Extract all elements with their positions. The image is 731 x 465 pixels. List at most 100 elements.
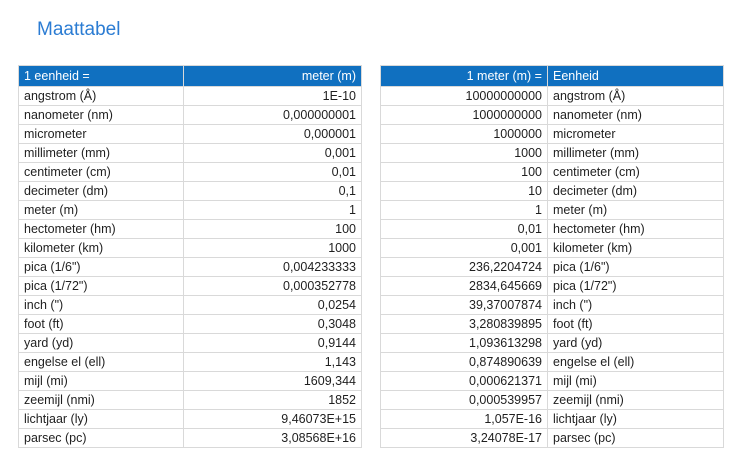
table-row: 3,280839895 foot (ft): [380, 314, 724, 334]
meter-value-cell: 1000000000: [380, 105, 548, 125]
meter-value-cell: 0,874890639: [380, 352, 548, 372]
table-row: meter (m) 1: [18, 200, 362, 220]
unit-name-cell: inch ("): [18, 295, 184, 315]
meter-value-cell: 0,000539957: [380, 390, 548, 410]
column-header-meter: meter (m): [183, 65, 362, 87]
table-row: hectometer (hm) 100: [18, 219, 362, 239]
meter-value-cell: 1852: [183, 390, 362, 410]
meter-value-cell: 1,093613298: [380, 333, 548, 353]
table-row: inch (") 0,0254: [18, 295, 362, 315]
unit-name-cell: lichtjaar (ly): [547, 409, 724, 429]
table-row: mijl (mi) 1609,344: [18, 371, 362, 391]
table-row: 10000000000 angstrom (Å): [380, 86, 724, 106]
page-title: Maattabel: [37, 19, 121, 40]
table-row: 0,001 kilometer (km): [380, 238, 724, 258]
unit-to-meter-table: 1 eenheid = meter (m) angstrom (Å) 1E-10 n…: [18, 65, 362, 448]
table-row: 3,24078E-17 parsec (pc): [380, 428, 724, 448]
table-row: 0,01 hectometer (hm): [380, 219, 724, 239]
meter-value-cell: 1609,344: [183, 371, 362, 391]
unit-name-cell: parsec (pc): [18, 428, 184, 448]
table-row: millimeter (mm) 0,001: [18, 143, 362, 163]
unit-name-cell: kilometer (km): [547, 238, 724, 258]
meter-value-cell: 0,000000001: [183, 105, 362, 125]
table-row: zeemijl (nmi) 1852: [18, 390, 362, 410]
table-row: parsec (pc) 3,08568E+16: [18, 428, 362, 448]
table-row: 0,000539957 zeemijl (nmi): [380, 390, 724, 410]
meter-value-cell: 0,000621371: [380, 371, 548, 391]
unit-name-cell: hectometer (hm): [547, 219, 724, 239]
meter-value-cell: 0,1: [183, 181, 362, 201]
unit-name-cell: foot (ft): [547, 314, 724, 334]
meter-value-cell: 3,08568E+16: [183, 428, 362, 448]
meter-value-cell: 0,004233333: [183, 257, 362, 277]
table-row: 1000000 micrometer: [380, 124, 724, 144]
table-row: 1,057E-16 lichtjaar (ly): [380, 409, 724, 429]
unit-name-cell: foot (ft): [18, 314, 184, 334]
table-row: 10 decimeter (dm): [380, 181, 724, 201]
unit-name-cell: pica (1/72"): [18, 276, 184, 296]
table-row: lichtjaar (ly) 9,46073E+15: [18, 409, 362, 429]
column-header-eenheid: 1 eenheid =: [18, 65, 184, 87]
unit-name-cell: micrometer: [547, 124, 724, 144]
column-header-meter-equals: 1 meter (m) =: [380, 65, 548, 87]
meter-value-cell: 100: [183, 219, 362, 239]
table-header-row: 1 meter (m) = Eenheid: [380, 65, 724, 87]
table-row: kilometer (km) 1000: [18, 238, 362, 258]
table-body: angstrom (Å) 1E-10 nanometer (nm) 0,0000000…: [18, 86, 362, 448]
table-row: 1 meter (m): [380, 200, 724, 220]
unit-name-cell: millimeter (mm): [18, 143, 184, 163]
unit-name-cell: nanometer (nm): [547, 105, 724, 125]
meter-value-cell: 9,46073E+15: [183, 409, 362, 429]
meter-value-cell: 0,001: [183, 143, 362, 163]
unit-name-cell: zeemijl (nmi): [18, 390, 184, 410]
table-body: 10000000000 angstrom (Å) 1000000000 nanomet…: [380, 86, 724, 448]
unit-name-cell: angstrom (Å): [547, 86, 724, 106]
meter-value-cell: 0,01: [380, 219, 548, 239]
unit-name-cell: centimeter (cm): [547, 162, 724, 182]
unit-name-cell: lichtjaar (ly): [18, 409, 184, 429]
unit-name-cell: meter (m): [18, 200, 184, 220]
unit-name-cell: millimeter (mm): [547, 143, 724, 163]
unit-name-cell: pica (1/6"): [547, 257, 724, 277]
table-row: 236,2204724 pica (1/6"): [380, 257, 724, 277]
meter-value-cell: 1000: [183, 238, 362, 258]
meter-value-cell: 100: [380, 162, 548, 182]
meter-value-cell: 1: [380, 200, 548, 220]
table-row: yard (yd) 0,9144: [18, 333, 362, 353]
unit-name-cell: mijl (mi): [18, 371, 184, 391]
unit-name-cell: engelse el (ell): [18, 352, 184, 372]
meter-value-cell: 1,057E-16: [380, 409, 548, 429]
column-header-eenheid: Eenheid: [547, 65, 724, 87]
unit-name-cell: engelse el (ell): [547, 352, 724, 372]
table-row: foot (ft) 0,3048: [18, 314, 362, 334]
table-row: decimeter (dm) 0,1: [18, 181, 362, 201]
table-row: 1,093613298 yard (yd): [380, 333, 724, 353]
table-row: 39,37007874 inch ("): [380, 295, 724, 315]
table-row: centimeter (cm) 0,01: [18, 162, 362, 182]
meter-value-cell: 0,000001: [183, 124, 362, 144]
meter-value-cell: 0,001: [380, 238, 548, 258]
meter-value-cell: 1,143: [183, 352, 362, 372]
meter-value-cell: 1000: [380, 143, 548, 163]
table-row: angstrom (Å) 1E-10: [18, 86, 362, 106]
meter-value-cell: 10000000000: [380, 86, 548, 106]
meter-value-cell: 3,24078E-17: [380, 428, 548, 448]
table-row: 1000 millimeter (mm): [380, 143, 724, 163]
unit-name-cell: yard (yd): [18, 333, 184, 353]
unit-name-cell: pica (1/72"): [547, 276, 724, 296]
unit-name-cell: decimeter (dm): [18, 181, 184, 201]
unit-name-cell: hectometer (hm): [18, 219, 184, 239]
meter-value-cell: 0,9144: [183, 333, 362, 353]
unit-name-cell: micrometer: [18, 124, 184, 144]
table-row: 0,874890639 engelse el (ell): [380, 352, 724, 372]
unit-name-cell: meter (m): [547, 200, 724, 220]
table-row: micrometer 0,000001: [18, 124, 362, 144]
unit-name-cell: inch ("): [547, 295, 724, 315]
table-row: 0,000621371 mijl (mi): [380, 371, 724, 391]
unit-name-cell: centimeter (cm): [18, 162, 184, 182]
meter-value-cell: 1: [183, 200, 362, 220]
meter-to-unit-table: 1 meter (m) = Eenheid 10000000000 angstro…: [380, 65, 724, 448]
table-row: 100 centimeter (cm): [380, 162, 724, 182]
meter-value-cell: 0,0254: [183, 295, 362, 315]
unit-name-cell: parsec (pc): [547, 428, 724, 448]
